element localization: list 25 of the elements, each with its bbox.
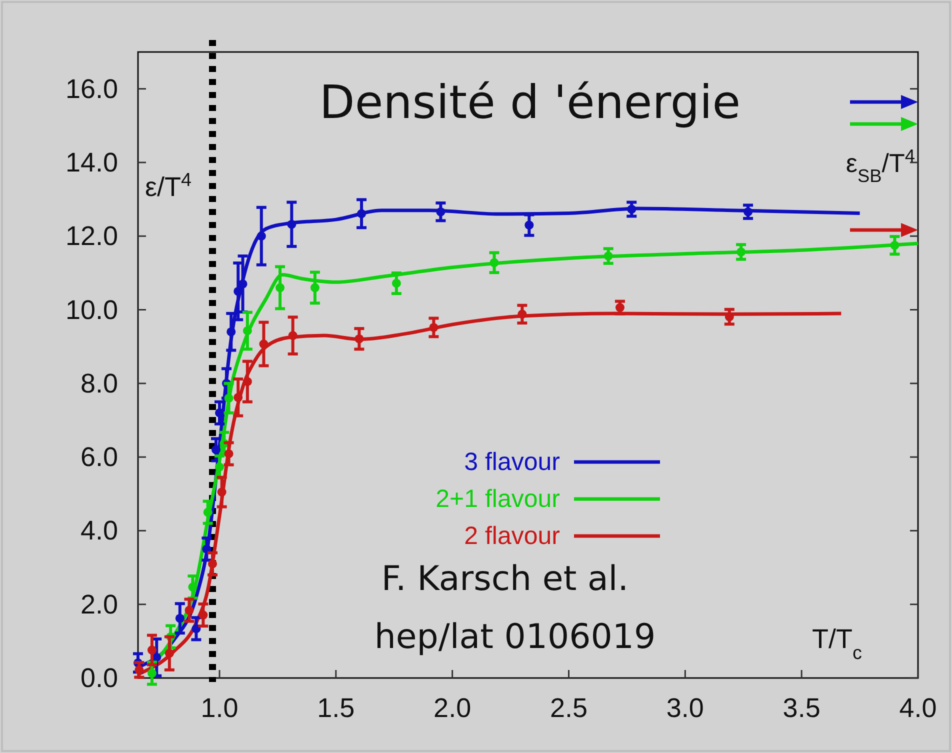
y-tick-label: 16.0: [65, 74, 118, 104]
annotation: hep/lat 0106019: [374, 617, 656, 657]
y-axis-title: ε/T$^{4}$: [145, 170, 192, 202]
x-tick-label: 4.0: [899, 693, 937, 723]
x-tick-label: 2.0: [434, 693, 472, 723]
y-tick-label: 14.0: [65, 147, 118, 178]
legend-label: 3 flavour: [464, 448, 560, 476]
y-tick-label: 10.0: [65, 294, 118, 325]
annotation: ε$_{SB}$/T$^{4}$: [846, 146, 915, 186]
x-tick-label: 3.5: [782, 693, 820, 723]
legend-label: 2+1 flavour: [436, 485, 560, 513]
y-tick-label: 0.0: [80, 663, 118, 693]
x-axis-title: T/T$_{c}$: [812, 624, 862, 664]
x-tick-label: 3.0: [666, 693, 704, 723]
x-tick-label: 1.0: [200, 693, 238, 723]
y-tick-label: 2.0: [80, 589, 118, 620]
y-tick-label: 4.0: [80, 516, 118, 546]
x-tick-label: 1.5: [317, 693, 355, 723]
text: Densité d 'énergie: [319, 75, 741, 129]
y-tick-label: 6.0: [80, 442, 118, 472]
y-tick-label: 8.0: [80, 368, 118, 398]
x-tick-label: 2.5: [550, 693, 588, 723]
annotation: F. Karsch et al.: [381, 559, 629, 599]
y-tick-label: 12.0: [65, 221, 118, 252]
legend-label: 2 flavour: [464, 522, 560, 550]
